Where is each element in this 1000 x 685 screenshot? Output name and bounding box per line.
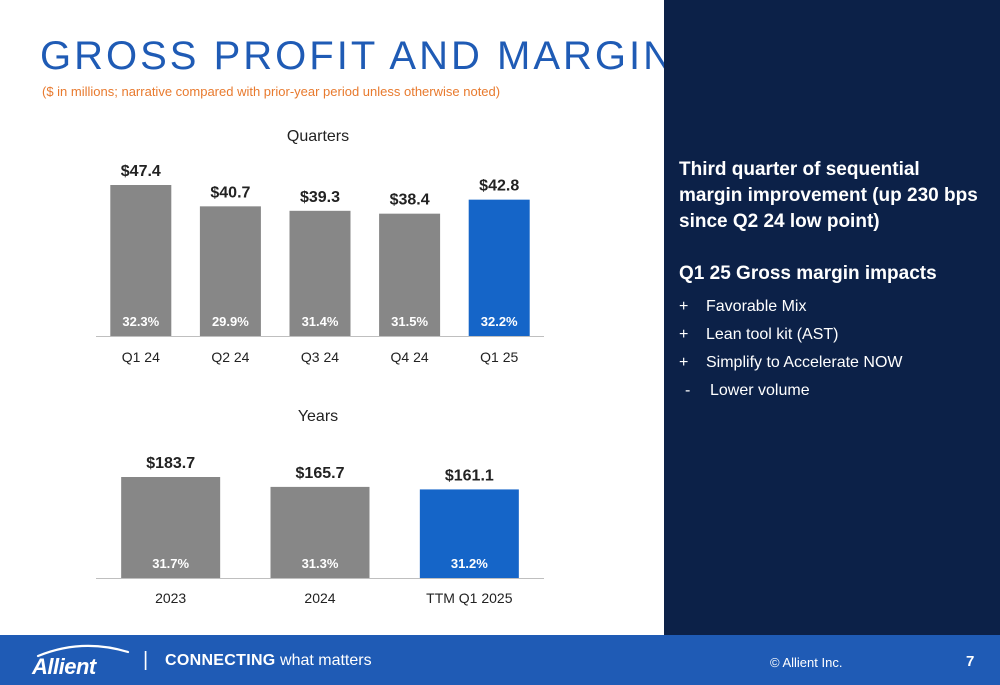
value-label: $42.8 xyxy=(479,178,519,195)
tick-label: Q1 24 xyxy=(122,349,160,365)
bar xyxy=(289,210,351,336)
bar xyxy=(379,213,441,336)
chart-title: Years xyxy=(298,408,338,425)
commentary-panel: Third quarter of sequential margin impro… xyxy=(664,0,1000,635)
copyright: © Allient Inc. xyxy=(770,655,843,670)
impact-list: + Favorable Mix + Lean tool kit (AST) + … xyxy=(679,293,982,405)
tick-label: 2023 xyxy=(155,590,186,606)
logo-swoosh-icon xyxy=(36,644,130,658)
margin-label: 32.3% xyxy=(122,314,159,329)
impact-text: Lean tool kit (AST) xyxy=(706,326,839,343)
slide-subtitle: ($ in millions; narrative compared with … xyxy=(42,84,501,99)
bar xyxy=(110,185,172,336)
margin-label: 32.2% xyxy=(481,314,518,329)
margin-label: 31.2% xyxy=(451,556,488,571)
tick-label: Q2 24 xyxy=(211,349,249,365)
tick-label: Q4 24 xyxy=(391,349,429,365)
plus-sign: + xyxy=(679,354,689,371)
logo-text: Allient xyxy=(32,654,96,679)
tick-label: 2024 xyxy=(304,590,335,606)
impact-item: + Simplify to Accelerate NOW xyxy=(679,349,982,377)
margin-label: 31.7% xyxy=(152,556,189,571)
minus-sign: - xyxy=(685,382,691,399)
plus-sign: + xyxy=(679,298,689,315)
value-label: $40.7 xyxy=(210,184,250,201)
impact-item: - Lower volume xyxy=(679,377,982,405)
footer-divider: | xyxy=(143,649,149,671)
bar xyxy=(121,477,221,578)
tagline-rest: what matters xyxy=(275,652,372,669)
panel-heading-margin-impacts: Q1 25 Gross margin impacts xyxy=(679,263,937,284)
value-label: $161.1 xyxy=(445,467,494,484)
impact-text: Simplify to Accelerate NOW xyxy=(706,354,903,371)
bar xyxy=(270,486,370,578)
chart-title: Quarters xyxy=(287,128,349,145)
bar xyxy=(199,206,261,336)
value-label: $38.4 xyxy=(390,192,430,209)
impact-item: + Favorable Mix xyxy=(679,293,982,321)
value-label: $39.3 xyxy=(300,189,340,206)
margin-label: 29.9% xyxy=(212,314,249,329)
plus-sign: + xyxy=(679,326,689,343)
bar xyxy=(419,489,519,578)
gross-profit-charts: Quarters $47.4 32.3% Q1 24 $40.7 29.9% Q2 24 $3… xyxy=(96,128,544,606)
bar xyxy=(468,199,530,336)
impact-text: Lower volume xyxy=(710,382,810,399)
impact-item: + Lean tool kit (AST) xyxy=(679,321,982,349)
value-label: $165.7 xyxy=(296,465,345,482)
margin-label: 31.4% xyxy=(302,314,339,329)
margin-label: 31.5% xyxy=(391,314,428,329)
panel-heading-margin-improvement: Third quarter of sequential margin impro… xyxy=(679,159,978,232)
tagline-strong: CONNECTING xyxy=(165,652,276,669)
tagline: CONNECTING what matters xyxy=(165,652,372,670)
page-number: 7 xyxy=(966,653,975,670)
footer-bar: Allient | CONNECTING what matters © Alli… xyxy=(0,635,1000,685)
margin-label: 31.3% xyxy=(302,556,339,571)
tick-label: Q1 25 xyxy=(480,349,518,365)
slide-title: GROSS PROFIT AND MARGIN xyxy=(40,34,675,78)
allient-logo: Allient xyxy=(32,642,132,679)
value-label: $47.4 xyxy=(121,163,161,180)
tick-label: Q3 24 xyxy=(301,349,339,365)
impact-text: Favorable Mix xyxy=(706,298,807,315)
tick-label: TTM Q1 2025 xyxy=(426,590,513,606)
value-label: $183.7 xyxy=(146,455,195,472)
